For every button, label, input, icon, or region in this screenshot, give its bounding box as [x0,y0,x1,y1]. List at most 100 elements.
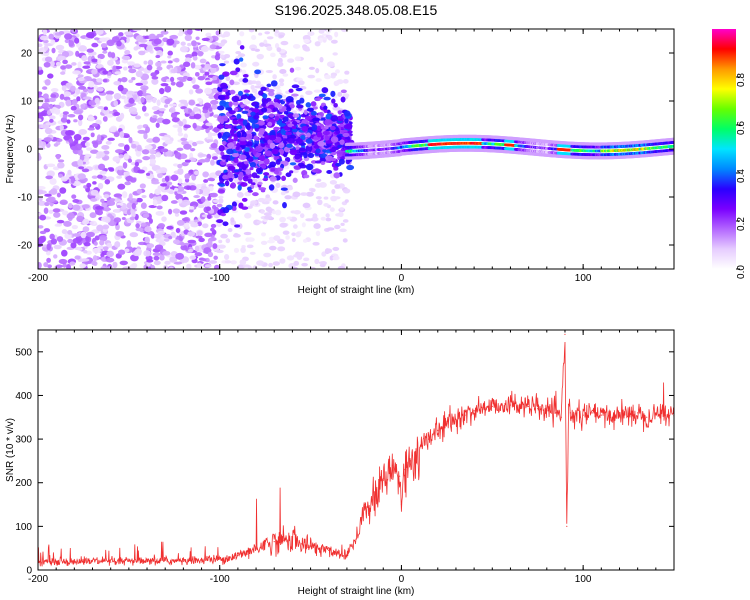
spectrogram-cell [164,98,171,105]
spectrogram-cell [250,111,256,116]
spectrogram-cell [48,103,54,109]
spectrogram-cell [209,88,219,94]
spectrogram-cell [268,91,275,97]
spectrogram-cell [292,43,301,49]
spectrogram-cell [312,117,321,122]
spectrogram-cell [141,194,147,199]
spectrogram-cell [260,209,265,214]
spectrogram-cell [321,251,327,257]
spectrogram-cell [212,243,218,250]
spectrogram-cell [343,110,351,117]
spectrogram-cell [103,108,111,116]
spectrogram-cell [299,213,305,219]
spectrogram-cell [311,124,318,131]
spectrogram-cell [160,83,169,87]
spectrogram-cell [48,97,56,103]
spectrogram-cell [255,138,260,142]
spectrogram-cell [152,252,162,257]
spectrogram-cell [321,87,329,94]
spectrogram-cell [238,154,247,161]
spectrogram-cell [127,65,133,69]
spectrogram-cell [207,131,213,138]
spectrogram-cell [119,112,125,120]
spectrogram-cell [275,159,281,165]
spectrogram-cell [228,177,233,182]
spectrogram-cell [344,117,349,124]
spectrogram-cell [174,152,182,159]
spectrogram-cell [285,172,292,178]
spectrogram-cell [236,131,242,138]
spectrogram-cell [74,37,80,44]
spectrogram-cell [294,56,302,62]
spectrogram-cell [167,50,173,56]
spectrogram-cell [160,30,169,35]
spectrogram-cell [54,108,61,115]
spectrogram-cell [151,106,160,111]
spectrogram-cell [191,40,197,47]
spectrogram-cell [187,249,194,253]
spectrogram-cell [175,252,185,260]
spectrogram-cell [278,141,285,149]
spectrogram-cell [193,64,202,70]
spectrogram-cell [285,131,292,136]
snr-data-point [368,512,370,514]
spectrogram-cell [346,164,355,171]
spectrogram-cell [277,103,283,110]
spectrogram-cell [298,147,306,152]
spectrogram-cell [220,212,227,217]
spectrogram-cell [95,155,102,159]
spectrogram-cell [274,115,280,122]
spectrogram-cell [106,200,116,207]
spectrogram-cell [268,113,275,118]
spectrogram-cell [255,145,264,153]
spectrogram-cell [339,139,345,145]
spectrogram-cell [263,159,270,164]
snr-data-point [404,469,406,471]
spectrogram-cell [210,104,219,110]
spectrogram-cell [44,202,50,207]
spectrogram-cell [79,263,87,269]
spectrogram-cell [306,191,314,197]
spectrogram-cell [128,193,133,201]
spectrogram-cell [332,255,340,261]
spectrogram-cell [301,222,306,228]
spectrogram-cell [225,238,231,244]
spectrogram-cell [54,223,62,227]
spectrogram-cell [115,230,125,237]
spectrogram-cell [257,178,262,183]
spectrogram-cell [103,106,109,111]
spectrogram-cell [135,223,140,229]
spectrogram-cell [330,74,336,79]
spectrogram-cell [105,257,115,263]
spectrogram-cell [297,162,305,167]
spectrogram-cell [266,88,275,93]
spectrogram-cell [173,66,178,73]
spectrogram-cell [342,188,351,194]
page-title: S196.2025.348.05.08.E15 [274,2,438,18]
spectrogram-cell [278,108,287,113]
spectrogram-cell [274,42,280,49]
spectrogram-cell [252,61,260,67]
spectrogram-cell [169,106,176,114]
spectrogram-cell [273,235,281,242]
spectrogram-cell [174,212,180,217]
spectrogram-cell [120,36,127,41]
spectrogram-cell [223,254,230,261]
spectrogram-cell [225,107,232,111]
spectrogram-cell [177,126,183,134]
spectrogram-cell [227,228,233,233]
spectrogram-cell [231,153,239,158]
spectrogram-cell [100,198,105,203]
spectrogram-cell [100,266,107,269]
spectrogram-cell [202,171,209,178]
spectrogram-cell [329,125,336,131]
snr-data-point [419,447,421,449]
spectrogram-cell [325,213,330,218]
spectrogram-cell [314,258,320,265]
spectrogram-cell [234,169,240,173]
spectrogram-cell [261,103,267,107]
spectrogram-cell [305,132,311,138]
spectrogram-cell [233,157,239,163]
spectrogram-cell [82,226,90,233]
spectrogram-cell [319,56,324,63]
